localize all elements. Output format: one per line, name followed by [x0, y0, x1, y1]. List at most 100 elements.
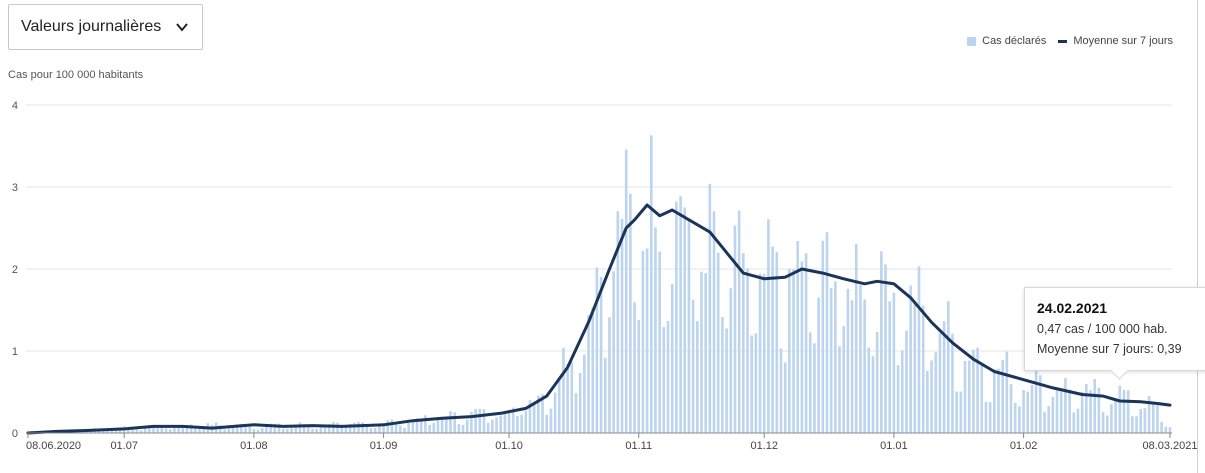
bar: [796, 240, 799, 433]
bar: [265, 425, 268, 433]
bar: [1093, 378, 1096, 433]
bar: [603, 357, 607, 433]
bar: [938, 333, 942, 433]
bar: [900, 350, 904, 433]
bar: [775, 252, 779, 433]
line-swatch-icon: [1058, 39, 1068, 43]
bar: [846, 288, 850, 433]
bar: [1039, 375, 1042, 433]
legend-item-bars[interactable]: Cas déclarés: [967, 35, 1046, 47]
bar: [520, 414, 523, 433]
bar: [946, 301, 950, 433]
bar: [867, 347, 871, 433]
bar: [348, 423, 352, 433]
bar: [942, 321, 946, 433]
x-tick-label: 01.07: [110, 440, 138, 452]
bar: [127, 428, 130, 433]
bar: [223, 429, 226, 433]
bar: [875, 331, 879, 433]
bar: [302, 423, 306, 433]
bar: [1051, 396, 1055, 433]
bar: [198, 428, 201, 433]
bar: [415, 418, 419, 433]
bar: [545, 414, 549, 433]
bar: [1110, 404, 1113, 433]
bar: [235, 424, 239, 433]
bar: [1143, 408, 1147, 433]
bar: [683, 207, 687, 433]
bar: [181, 425, 185, 433]
right-divider: [1197, 0, 1198, 473]
y-tick-label: 2: [12, 264, 18, 276]
bar: [227, 428, 231, 433]
bar: [913, 300, 917, 433]
legend-line-label: Moyenne sur 7 jours: [1073, 35, 1173, 47]
x-tick-label: 01.08: [240, 440, 268, 452]
bar: [1064, 377, 1067, 433]
bar: [917, 266, 921, 433]
bar: [164, 428, 168, 433]
bar: [1072, 412, 1076, 433]
bar: [624, 149, 628, 433]
bar: [687, 220, 691, 433]
y-tick-label: 0: [12, 428, 18, 440]
bar: [1147, 396, 1151, 433]
bar: [578, 373, 582, 433]
bar: [311, 428, 314, 433]
bar: [373, 428, 377, 433]
bar: [733, 225, 737, 433]
bar: [306, 424, 310, 433]
bar: [783, 362, 787, 433]
bar: [892, 292, 896, 433]
bar: [1080, 392, 1084, 433]
bar: [654, 227, 657, 433]
bar: [557, 377, 561, 433]
bar: [980, 364, 984, 433]
bar: [365, 425, 369, 433]
bar: [926, 370, 929, 433]
bar: [1139, 408, 1143, 433]
bar: [629, 193, 632, 433]
bar: [1168, 427, 1172, 433]
bar: [252, 429, 256, 433]
bar: [963, 361, 967, 433]
bar: [202, 427, 205, 433]
bar: [507, 412, 511, 433]
bar: [1076, 408, 1080, 433]
bar: [645, 248, 649, 433]
bar: [1105, 415, 1109, 433]
bar: [608, 317, 611, 433]
bar: [156, 426, 159, 433]
bar: [549, 408, 553, 433]
bar: [599, 276, 603, 433]
bar: [696, 321, 699, 433]
tooltip-date: 24.02.2021: [1037, 300, 1108, 316]
bar: [81, 431, 84, 433]
bar: [194, 428, 197, 433]
bar: [675, 201, 678, 433]
bar: [152, 425, 155, 433]
bar: [633, 302, 636, 433]
bar: [1156, 405, 1159, 433]
bar: [1022, 389, 1025, 433]
bar: [704, 273, 707, 433]
bar: [532, 401, 536, 433]
bar: [143, 428, 147, 433]
bar: [750, 335, 753, 433]
values-dropdown[interactable]: Valeurs journalières: [8, 4, 203, 50]
y-tick-label: 3: [12, 182, 18, 194]
bar: [1055, 389, 1059, 433]
x-tick-label: 08.06.2020: [26, 440, 81, 452]
bar: [725, 328, 728, 433]
bar: [637, 319, 641, 433]
bar: [453, 412, 456, 433]
legend-item-line[interactable]: Moyenne sur 7 jours: [1058, 35, 1173, 47]
bar: [1034, 370, 1038, 433]
bar: [997, 368, 1000, 433]
bar: [148, 426, 151, 433]
bar: [595, 267, 599, 433]
bar-series: [26, 135, 1172, 433]
bar: [273, 423, 277, 433]
bar: [800, 261, 804, 433]
